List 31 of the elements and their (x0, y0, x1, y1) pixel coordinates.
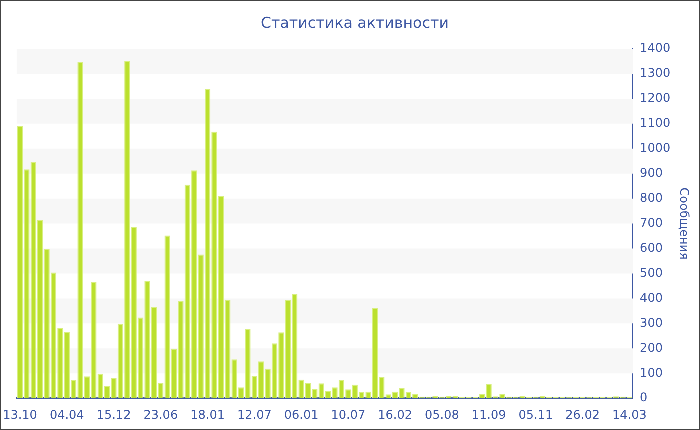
x-tick-label: 04.04 (50, 408, 84, 422)
x-tick-label: 05.08 (425, 408, 460, 422)
y-axis-title: Сообщения (678, 188, 692, 260)
y-tick-label: 100 (640, 366, 663, 380)
y-tick-label: 800 (640, 190, 663, 205)
x-tick-label: 23.06 (144, 408, 178, 422)
y-tick-label: 1000 (640, 141, 671, 156)
x-tick-label: 14.03 (612, 408, 647, 422)
x-tick-label: 06.01 (284, 408, 319, 422)
y-tick-label: 200 (640, 340, 663, 355)
chart-title: Статистика активности (261, 14, 449, 32)
y-tick-label: 900 (640, 166, 663, 180)
x-tick-label: 16.02 (378, 408, 412, 422)
y-tick-label: 1200 (640, 91, 671, 106)
x-tick-label: 12.07 (237, 408, 272, 422)
y-tick-label: 1400 (640, 41, 671, 56)
x-tick-label: 10.07 (331, 408, 366, 422)
x-tick-label: 15.12 (96, 408, 132, 422)
x-tick-label: 18.01 (190, 408, 225, 422)
x-tick-label: 13.10 (3, 408, 38, 422)
y-tick-label: 500 (640, 266, 663, 280)
y-tick-label: 1300 (640, 66, 671, 80)
y-tick-label: 600 (640, 240, 663, 255)
y-tick-label: 300 (640, 316, 663, 330)
x-tick-label: 05.11 (518, 408, 554, 422)
y-tick-label: 1100 (640, 116, 671, 130)
y-tick-label: 400 (640, 290, 663, 305)
x-tick-label: 11.09 (472, 408, 506, 422)
y-tick-label: 0 (640, 390, 648, 405)
x-tick-label: 26.02 (566, 408, 600, 422)
y-tick-label: 700 (640, 216, 663, 230)
